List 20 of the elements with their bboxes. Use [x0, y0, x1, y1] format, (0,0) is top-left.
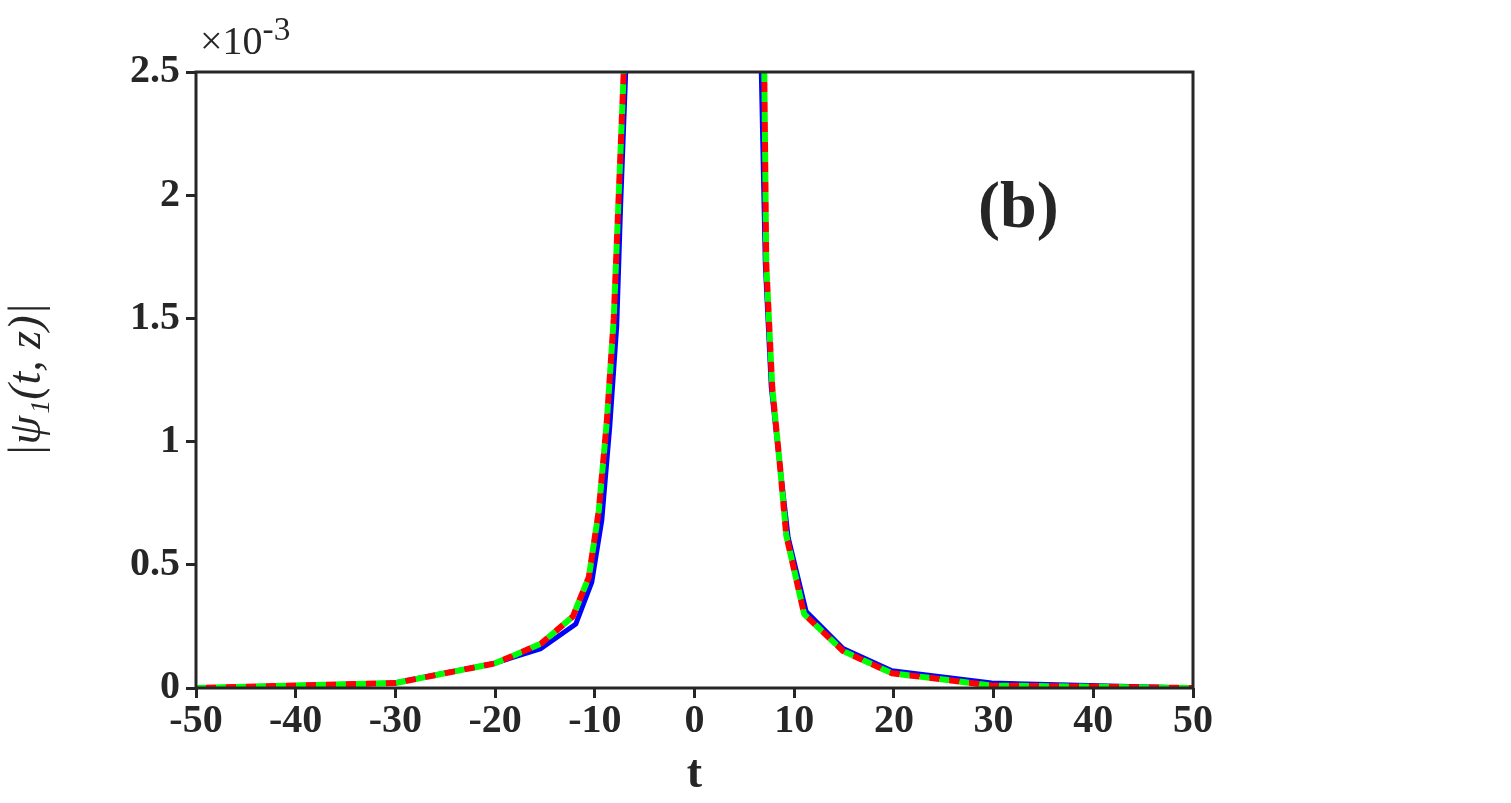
x-axis-title: t [686, 746, 703, 798]
y-axis-title: |ψ₁(t, z)| [0, 302, 50, 458]
x-tick-label: -10 [568, 696, 622, 742]
y-tick-label: 0 [160, 662, 180, 708]
y-tick-label: 1.5 [130, 292, 180, 338]
text: ×10$^{-3}$ [200, 10, 291, 65]
x-tick-label: 40 [1073, 696, 1114, 742]
y-tick-label: 2 [160, 169, 180, 215]
x-tick-label: 30 [973, 696, 1014, 742]
x-tick-label: -30 [368, 696, 423, 742]
x-tick-label: 10 [774, 696, 815, 742]
annotation: (b) [978, 167, 1059, 243]
x-tick-label: 50 [1173, 696, 1213, 742]
x-tick-label: 0 [684, 696, 705, 742]
y-tick-label: 1 [160, 415, 180, 461]
y-tick-label: 0.5 [130, 539, 180, 585]
x-tick-label: -20 [468, 696, 522, 742]
x-tick-label: 20 [873, 696, 914, 742]
y-tick-label: 2.5 [130, 46, 180, 92]
x-tick-label: -40 [269, 696, 323, 742]
